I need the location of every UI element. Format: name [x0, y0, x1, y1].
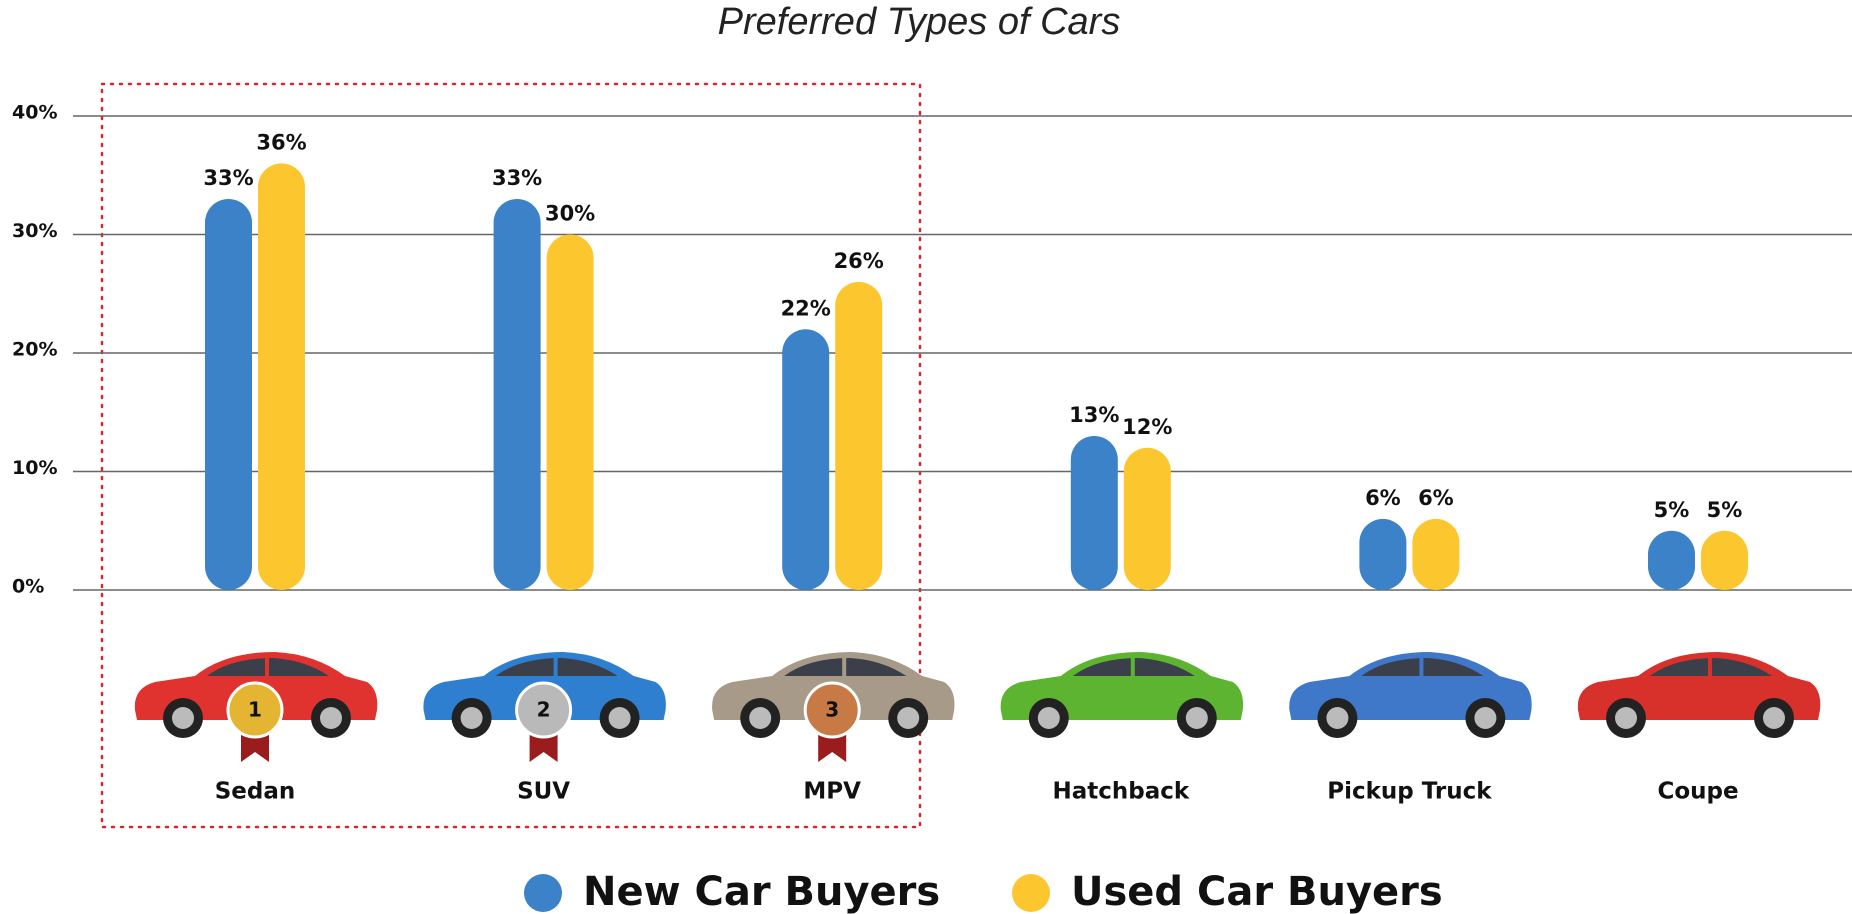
- y-tick-label: 0%: [12, 576, 44, 598]
- bar: [546, 234, 594, 590]
- car-rim: [749, 707, 772, 729]
- car-rim: [1326, 707, 1349, 729]
- bar: [1070, 435, 1118, 590]
- chart-title: Preferred Types of Cars: [718, 1, 1121, 43]
- legend-swatch: [524, 874, 562, 912]
- value-label: 33%: [492, 166, 542, 190]
- bar: [205, 198, 252, 590]
- y-tick-label: 40%: [12, 102, 57, 124]
- bar: [258, 163, 305, 590]
- medal: [803, 681, 861, 739]
- value-label: 6%: [1365, 486, 1401, 510]
- x-tick-label: SUV: [517, 779, 570, 805]
- bar: [493, 198, 541, 590]
- medal-rank: 3: [825, 698, 839, 722]
- value-label: 6%: [1418, 486, 1454, 510]
- value-label: 30%: [545, 202, 595, 226]
- value-label: 12%: [1122, 415, 1172, 439]
- bar: [782, 329, 830, 590]
- car-illustration: 2: [423, 652, 666, 762]
- car-illustration: [1577, 652, 1821, 738]
- y-tick-label: 10%: [12, 457, 57, 479]
- value-label: 5%: [1654, 498, 1690, 522]
- car-rim: [1474, 707, 1497, 729]
- x-tick-label: Hatchback: [1052, 779, 1189, 805]
- x-tick-label: MPV: [803, 779, 861, 805]
- y-tick-label: 20%: [12, 339, 57, 361]
- medal-rank: 2: [537, 698, 551, 722]
- car-rim: [172, 707, 194, 729]
- x-tick-label: Coupe: [1657, 779, 1738, 805]
- legend-label: New Car Buyers: [583, 869, 940, 914]
- car-illustration: 1: [134, 652, 378, 762]
- car-rim: [1037, 707, 1060, 729]
- car-rim: [1185, 707, 1208, 729]
- value-label: 13%: [1069, 403, 1119, 427]
- x-tick-label: Sedan: [215, 779, 296, 805]
- car-rim: [608, 707, 631, 729]
- car-rim: [897, 707, 920, 729]
- car-illustration: 3: [712, 652, 955, 762]
- medal-rank: 1: [248, 698, 262, 722]
- legend-label: Used Car Buyers: [1071, 869, 1443, 914]
- bar: [1701, 530, 1748, 590]
- x-tick-label: Pickup Truck: [1327, 779, 1492, 805]
- bar: [1412, 518, 1460, 590]
- bar: [1123, 447, 1171, 590]
- car-rim: [1615, 707, 1637, 729]
- medal: [226, 681, 284, 739]
- bar: [835, 281, 883, 590]
- medal: [515, 681, 573, 739]
- value-label: 36%: [256, 130, 306, 154]
- highlight-box: [100, 82, 922, 829]
- value-label: 33%: [203, 166, 253, 190]
- value-label: 26%: [834, 249, 884, 273]
- car-rim: [1763, 707, 1785, 729]
- value-label: 5%: [1707, 498, 1743, 522]
- car-rim: [460, 707, 483, 729]
- y-tick-label: 30%: [12, 220, 57, 242]
- car-illustration: [1000, 652, 1244, 738]
- car-illustration: [1289, 652, 1532, 738]
- value-label: 22%: [781, 296, 831, 320]
- bar: [1359, 518, 1407, 590]
- bar: [1648, 530, 1695, 590]
- legend-swatch: [1012, 874, 1050, 912]
- car-rim: [320, 707, 342, 729]
